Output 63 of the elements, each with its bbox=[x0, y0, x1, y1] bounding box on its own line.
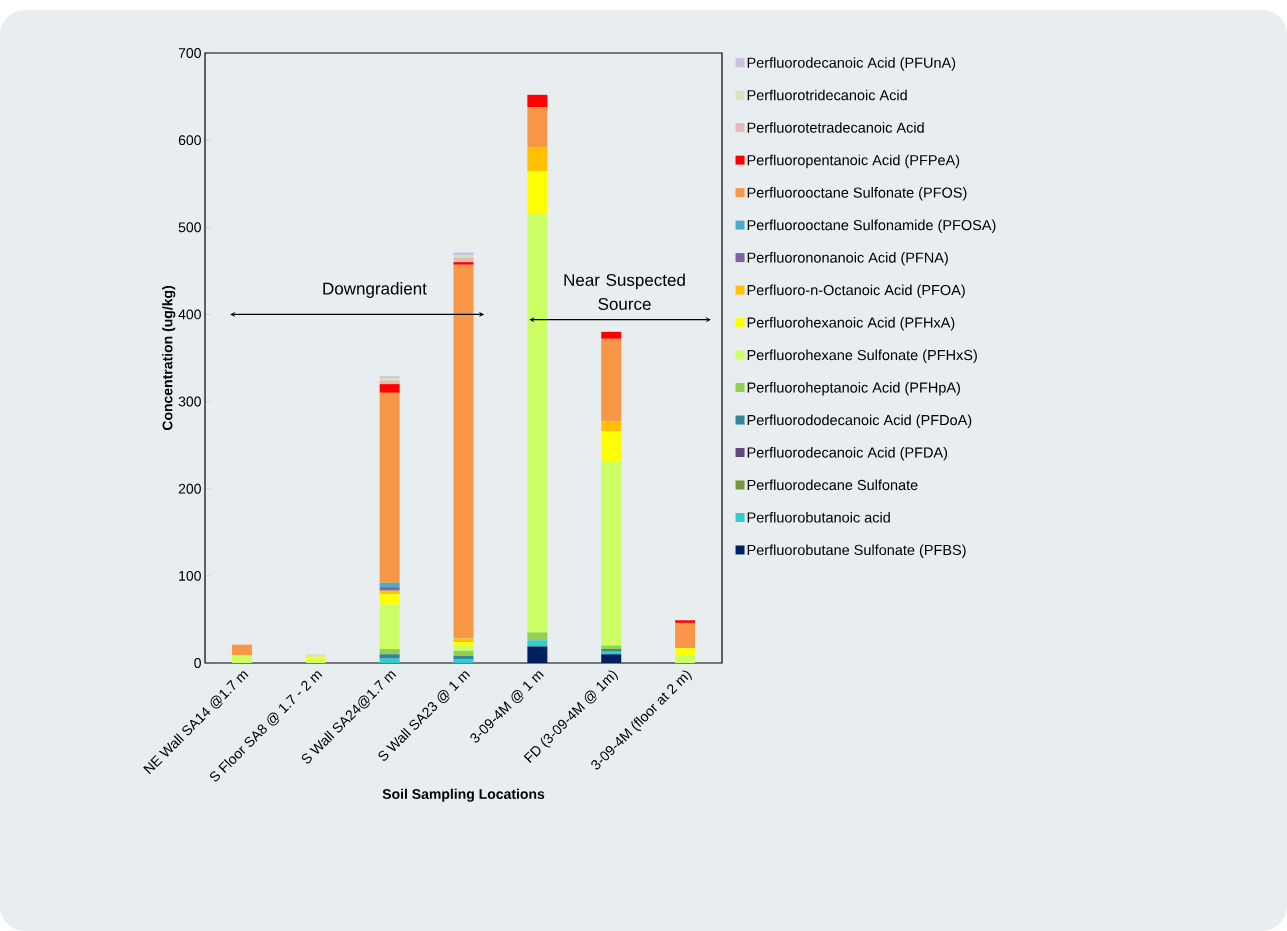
bar bbox=[527, 171, 548, 214]
legend-label: Perfluorobutane Sulfonate (PFBS) bbox=[747, 544, 966, 558]
y-tick-label: 300 bbox=[178, 396, 201, 407]
y-tick-label: 0 bbox=[194, 658, 201, 668]
y-tick-label: 200 bbox=[178, 483, 201, 494]
bar bbox=[527, 213, 548, 633]
bar bbox=[379, 604, 400, 650]
legend-label: Perfluorodecane Sulfonate bbox=[747, 479, 918, 491]
legend-label: Perfluorobutanoic acid bbox=[747, 511, 890, 523]
legend-label: Perfluorodecanoic Acid (PFUnA) bbox=[747, 57, 956, 71]
y-tick-label: 600 bbox=[178, 135, 201, 146]
bar bbox=[675, 622, 696, 649]
legend-label: Perfluoro-n-Octanoic Acid (PFOA) bbox=[747, 284, 965, 299]
y-tick-label: 100 bbox=[179, 570, 201, 581]
bar bbox=[231, 655, 252, 663]
bar bbox=[527, 94, 548, 108]
bar bbox=[527, 107, 548, 148]
bar bbox=[453, 650, 474, 657]
bar bbox=[231, 644, 252, 656]
legend-label: Perfluorooctane Sulfonate (PFOS) bbox=[747, 187, 967, 201]
bar bbox=[601, 654, 622, 663]
y-axis-title: Concentration (ug/kg) bbox=[162, 285, 176, 431]
bar bbox=[527, 147, 548, 172]
bar bbox=[527, 640, 548, 647]
bar bbox=[601, 431, 622, 462]
legend-label: Perfluorohexanoic Acid (PFHxA) bbox=[747, 317, 955, 331]
legend-label: Perfluorotridecanoic Acid bbox=[747, 89, 907, 101]
bar bbox=[527, 646, 548, 663]
bar bbox=[453, 642, 474, 646]
legend-label: Perfluorotetradecanoic Acid bbox=[747, 122, 924, 133]
legend-label: Perfluoropentanoic Acid (PFPeA) bbox=[747, 154, 960, 169]
bar bbox=[379, 392, 400, 583]
bar bbox=[601, 331, 622, 339]
legend-label: Perfluorohexane Sulfonate (PFHxS) bbox=[747, 349, 977, 364]
x-axis-title: Soil Sampling Locations bbox=[382, 788, 545, 802]
legend-label: Perfluorononanoic Acid (PFNA) bbox=[747, 252, 948, 266]
legend-label: Perfluoroheptanoic Acid (PFHpA) bbox=[747, 382, 960, 396]
bar bbox=[601, 338, 622, 422]
bar bbox=[453, 645, 474, 651]
annotation: Near Suspected Source bbox=[564, 273, 685, 310]
bar bbox=[379, 649, 400, 655]
y-tick-label: 400 bbox=[178, 309, 201, 320]
bar bbox=[675, 648, 696, 657]
bar bbox=[453, 264, 474, 639]
bar bbox=[379, 654, 400, 659]
bar bbox=[453, 257, 474, 263]
legend-label: Perfluorododecanoic Acid (PFDoA) bbox=[747, 414, 972, 429]
bar bbox=[601, 421, 622, 432]
bar bbox=[453, 262, 474, 265]
legend-label: Perfluorodecanoic Acid (PFDA) bbox=[747, 447, 948, 461]
legend-label: Perfluorooctane Sulfonamide (PFOSA) bbox=[747, 219, 996, 234]
bar bbox=[675, 656, 696, 663]
bar bbox=[527, 632, 548, 641]
annotation: Downgradient bbox=[323, 282, 427, 298]
bar bbox=[601, 461, 622, 646]
y-tick-label: 700 bbox=[178, 48, 201, 58]
bar bbox=[379, 594, 400, 605]
bar bbox=[379, 587, 400, 591]
bar bbox=[379, 384, 400, 393]
bar bbox=[379, 658, 400, 663]
y-tick-label: 500 bbox=[178, 222, 201, 233]
bar bbox=[675, 620, 696, 623]
bar bbox=[379, 582, 400, 588]
